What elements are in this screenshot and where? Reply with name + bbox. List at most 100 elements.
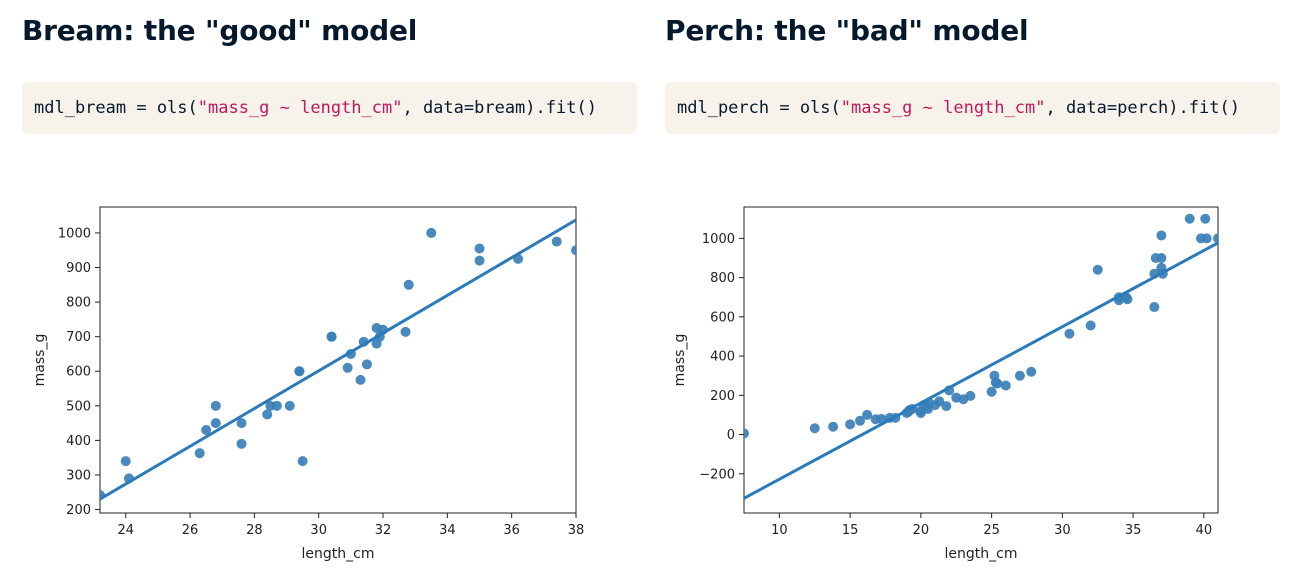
bream-point: [571, 245, 576, 256]
perch-point: [1149, 302, 1160, 313]
bream-y-tick-label: 700: [66, 330, 91, 345]
bream-regression-line: [100, 218, 576, 501]
perch-plot-frame: [743, 206, 1219, 514]
perch-code-suffix: , data=perch).fit(): [1045, 98, 1240, 118]
perch-point: [992, 378, 1003, 389]
perch-x-tick-label: 15: [842, 523, 859, 538]
bream-y-axis-label: mass_g: [32, 334, 48, 387]
perch-x-tick-label: 10: [771, 523, 788, 538]
bream-point: [403, 279, 414, 290]
bream-point: [120, 456, 131, 467]
perch-x-tick-label: 20: [913, 523, 930, 538]
perch-y-tick-label: 0: [727, 428, 735, 443]
bream-code-block: mdl_bream = ols("mass_g ~ length_cm", da…: [22, 82, 637, 134]
bream-point: [326, 331, 337, 342]
perch-y-tick-label: 800: [710, 271, 735, 286]
perch-scatter-chart: 10 15 20 25 30 35 40 −200 0 200 400 600 800 1000 lengt…: [672, 206, 1219, 562]
bream-point: [474, 255, 485, 266]
bream-scatter-chart: 24 26 28 30 32 34 36 38 200 300 400 500 600 700 800 900…: [32, 206, 585, 562]
perch-y-tick-label: 1000: [702, 232, 735, 247]
perch-x-tick-label: 35: [1125, 523, 1142, 538]
bream-point: [426, 227, 437, 238]
perch-code-prefix: mdl_perch = ols(: [677, 98, 841, 118]
perch-point: [845, 419, 856, 430]
perch-point: [1014, 370, 1025, 381]
perch-y-tick-label: 400: [710, 350, 735, 365]
perch-point: [1184, 213, 1195, 224]
bream-y-tick-label: 600: [66, 365, 91, 380]
perch-point: [744, 428, 749, 439]
bream-point: [271, 400, 282, 411]
bream-point: [210, 400, 221, 411]
bream-x-tick-label: 38: [568, 523, 585, 538]
bream-y-tick-label: 200: [66, 503, 91, 518]
perch-code-formula: "mass_g ~ length_cm": [840, 98, 1046, 118]
perch-code-block: mdl_perch = ols("mass_g ~ length_cm", da…: [665, 82, 1280, 134]
bream-point: [342, 362, 353, 373]
bream-point: [236, 418, 247, 429]
perch-point: [1213, 233, 1218, 244]
perch-point: [1026, 366, 1037, 377]
perch-point: [1122, 294, 1133, 305]
perch-point: [828, 421, 839, 432]
bream-x-tick-label: 28: [246, 523, 263, 538]
perch-title: Perch: the "bad" model: [665, 14, 1029, 47]
perch-point: [862, 409, 873, 420]
perch-y-tick-label: 200: [710, 389, 735, 404]
bream-point: [194, 448, 205, 459]
perch-point: [1201, 233, 1212, 244]
perch-data-layer: [744, 213, 1218, 500]
bream-point: [284, 400, 295, 411]
perch-point: [809, 423, 820, 434]
perch-point: [1200, 213, 1211, 224]
bream-x-tick-label: 30: [310, 523, 327, 538]
bream-x-tick-label: 36: [503, 523, 520, 538]
perch-x-tick-label: 25: [983, 523, 1000, 538]
bream-x-tick-label: 26: [182, 523, 199, 538]
bream-x-tick-label: 34: [439, 523, 456, 538]
bream-x-tick-label: 24: [117, 523, 134, 538]
bream-y-tick-label: 800: [66, 296, 91, 311]
perch-point: [1085, 320, 1096, 331]
perch-point: [986, 386, 997, 397]
bream-point: [236, 438, 247, 449]
bream-title: Bream: the "good" model: [22, 14, 418, 47]
perch-y-tick-label: 600: [710, 310, 735, 325]
bream-point: [361, 359, 372, 370]
perch-x-tick-label: 40: [1196, 523, 1213, 538]
bream-code-formula: "mass_g ~ length_cm": [197, 98, 403, 118]
perch-point: [1092, 264, 1103, 275]
bream-point: [474, 243, 485, 254]
perch-x-axis-label: length_cm: [945, 546, 1018, 562]
perch-point: [1064, 328, 1075, 339]
perch-point: [1156, 230, 1167, 241]
bream-x-axis-label: length_cm: [302, 546, 375, 562]
perch-y-tick-label: −200: [699, 467, 735, 482]
perch-point: [855, 415, 866, 426]
bream-code-suffix: , data=bream).fit(): [402, 98, 597, 118]
bream-point: [262, 409, 273, 420]
bream-point: [355, 374, 366, 385]
bream-code-prefix: mdl_bream = ols(: [34, 98, 198, 118]
bream-y-tick-label: 400: [66, 434, 91, 449]
perch-regression-line: [744, 241, 1218, 500]
perch-point: [941, 401, 952, 412]
bream-y-tick-label: 500: [66, 399, 91, 414]
perch-point: [1000, 380, 1011, 391]
bream-point: [551, 236, 562, 247]
bream-point: [400, 326, 411, 337]
perch-y-axis-label: mass_g: [672, 334, 688, 387]
perch-x-tick-label: 30: [1054, 523, 1071, 538]
bream-point: [201, 425, 212, 436]
perch-point: [934, 396, 945, 407]
bream-y-tick-label: 900: [66, 261, 91, 276]
perch-point: [965, 390, 976, 401]
bream-y-tick-label: 1000: [58, 226, 91, 241]
bream-data-layer: [100, 218, 576, 501]
bream-y-tick-label: 300: [66, 468, 91, 483]
bream-x-tick-label: 32: [375, 523, 392, 538]
perch-point: [1156, 253, 1167, 263]
bream-point: [210, 418, 221, 429]
bream-point: [294, 366, 305, 377]
bream-point: [297, 456, 308, 467]
